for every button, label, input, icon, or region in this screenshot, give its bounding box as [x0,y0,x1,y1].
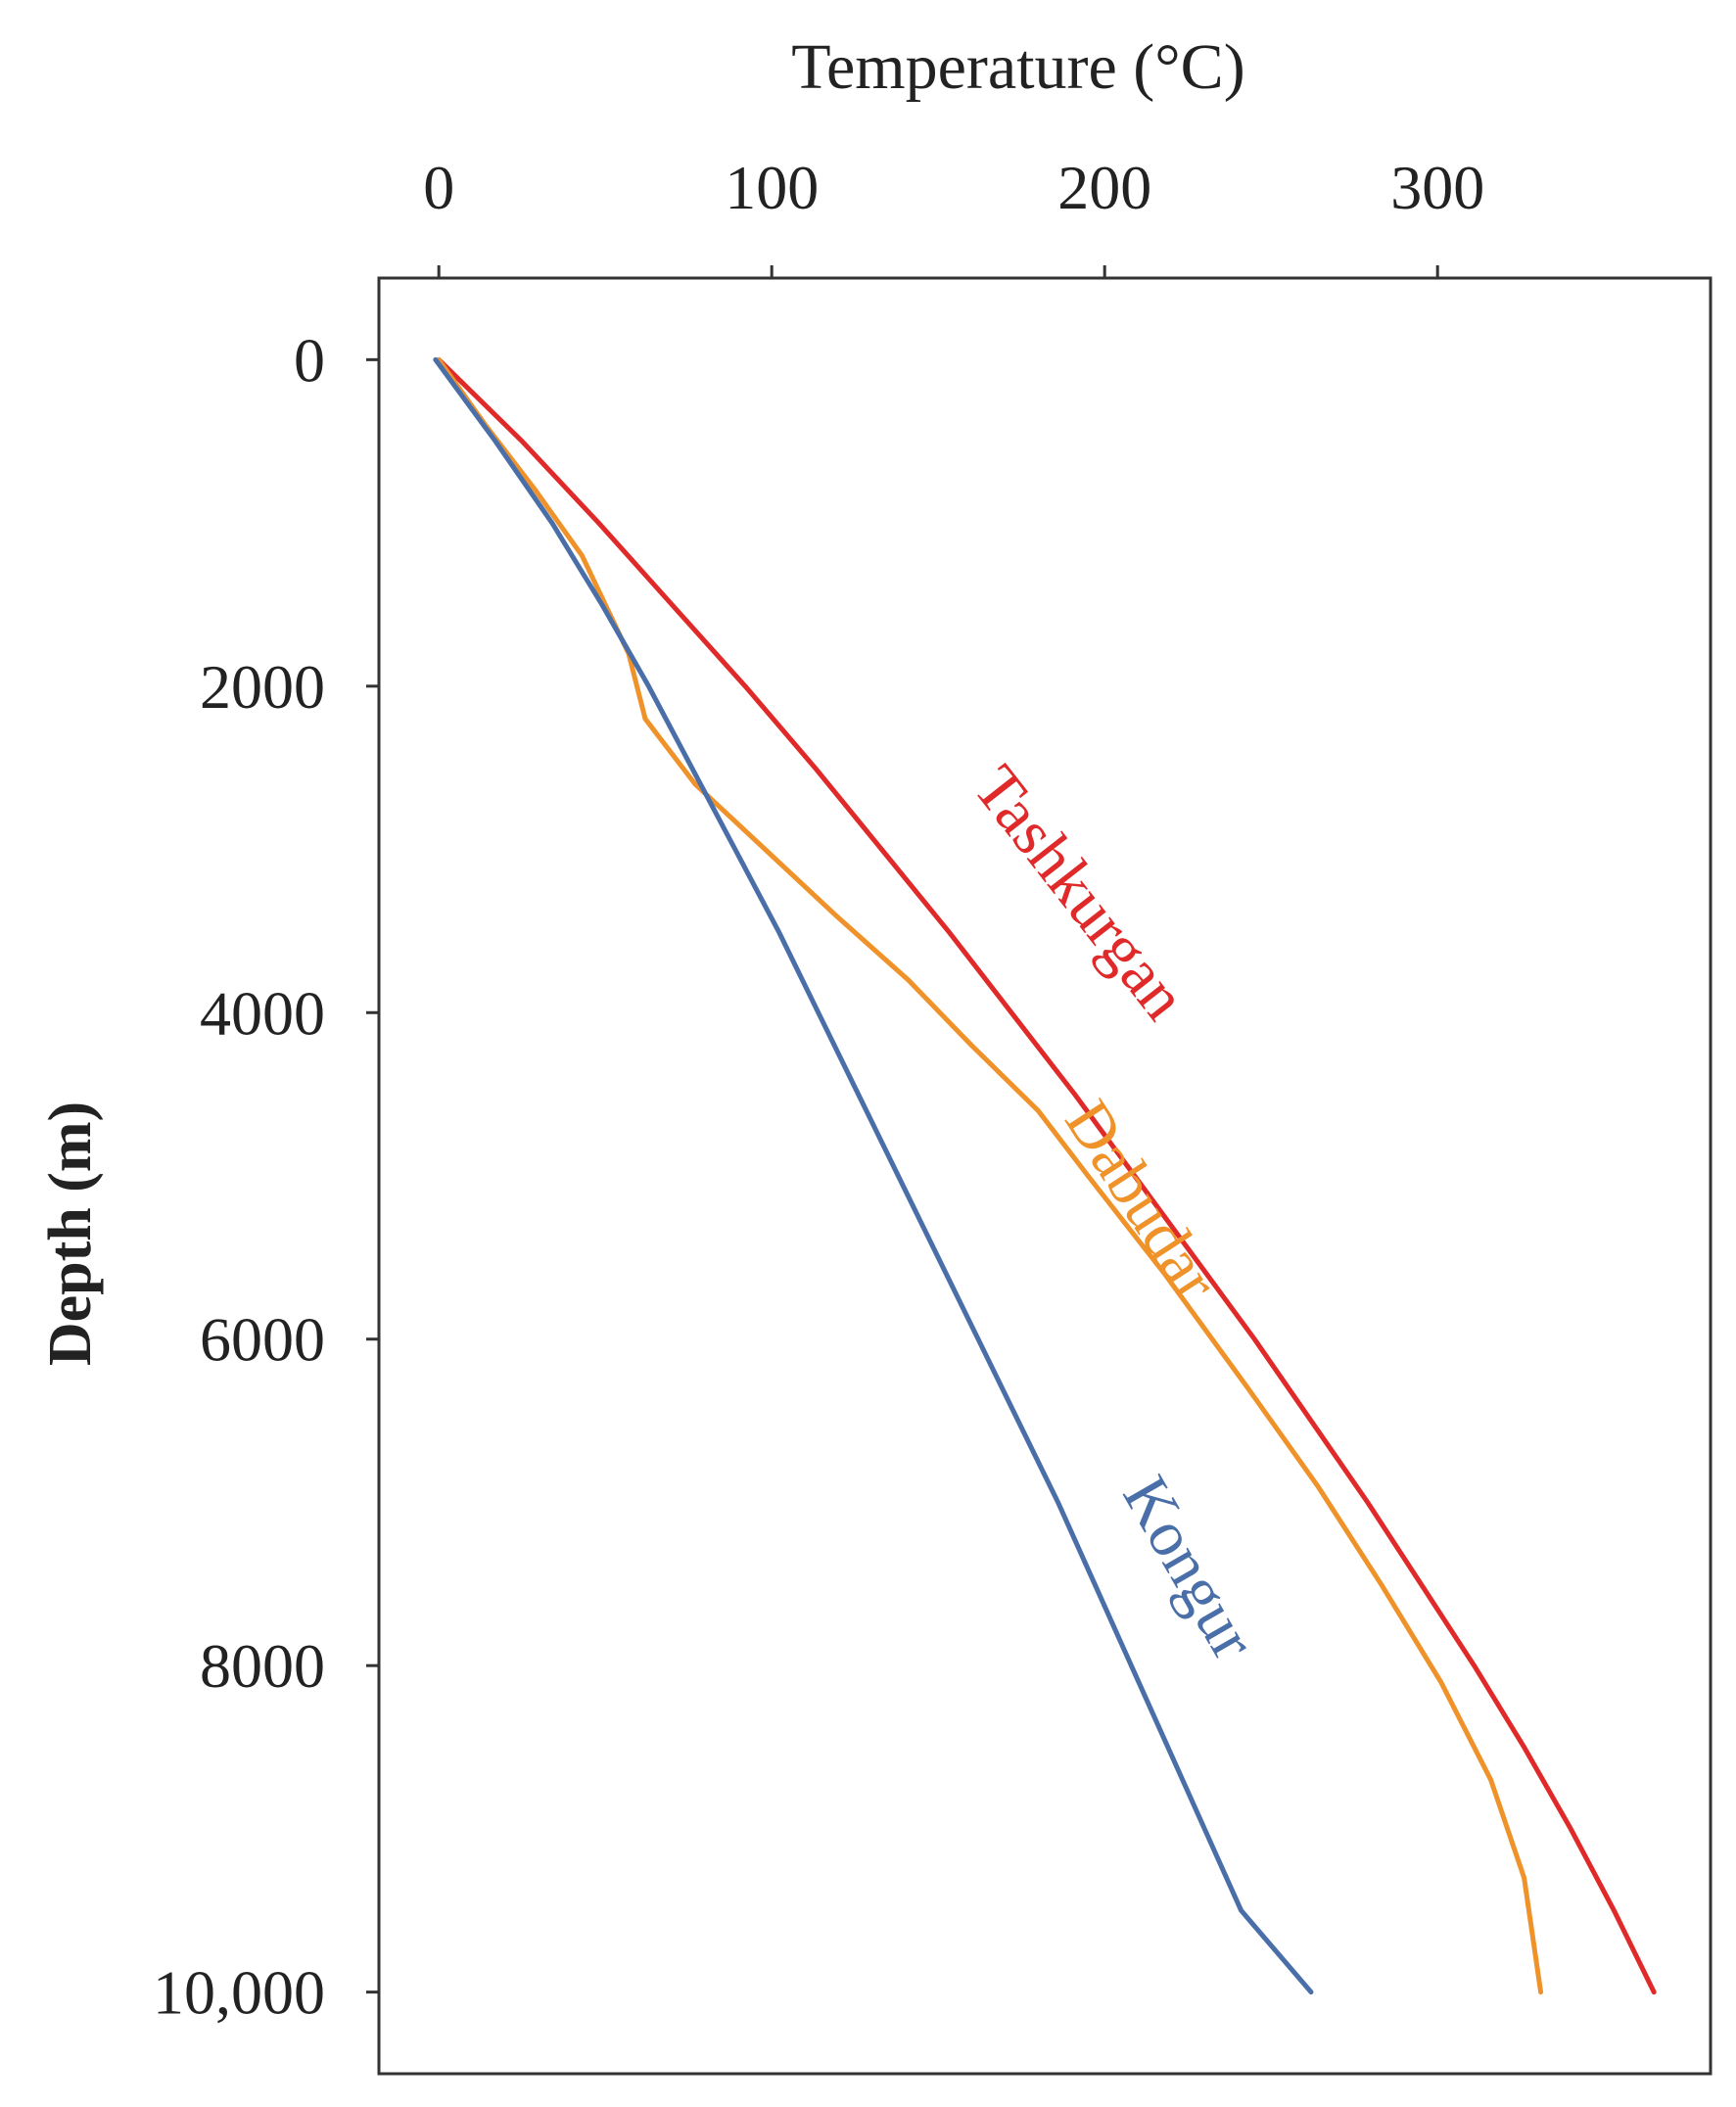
y-tick-label: 4000 [200,978,325,1048]
y-tick-label: 6000 [200,1305,325,1375]
y-axis-ticks: 0 2000 4000 6000 8000 10,000 [153,325,379,2028]
y-axis-title: Depth (m) [37,1101,104,1366]
x-axis-title: Temperature (°C) [791,31,1244,103]
x-tick-label: 100 [725,153,819,222]
series-label-kongur: Kongur [1109,1465,1270,1671]
series-line-kongur [433,356,1314,1995]
series-label-dabudar: Dabudar [1052,1088,1233,1313]
y-tick-label: 8000 [200,1631,325,1701]
series-line-dabudar [436,356,1544,1995]
y-tick-label: 10,000 [153,1958,325,2028]
y-tick-label: 2000 [200,652,325,722]
y-tick-label: 0 [294,325,325,395]
series-labels: Tashkurgan Dabudar Kongur [960,753,1270,1671]
series-line-tashkurgan [436,356,1657,1995]
x-tick-label: 200 [1057,153,1151,222]
x-axis-ticks: 0 100 200 300 [423,153,1484,278]
x-tick-label: 0 [423,153,454,222]
plot-frame [377,276,1713,2076]
series-lines [433,356,1657,1995]
x-tick-label: 300 [1390,153,1484,222]
